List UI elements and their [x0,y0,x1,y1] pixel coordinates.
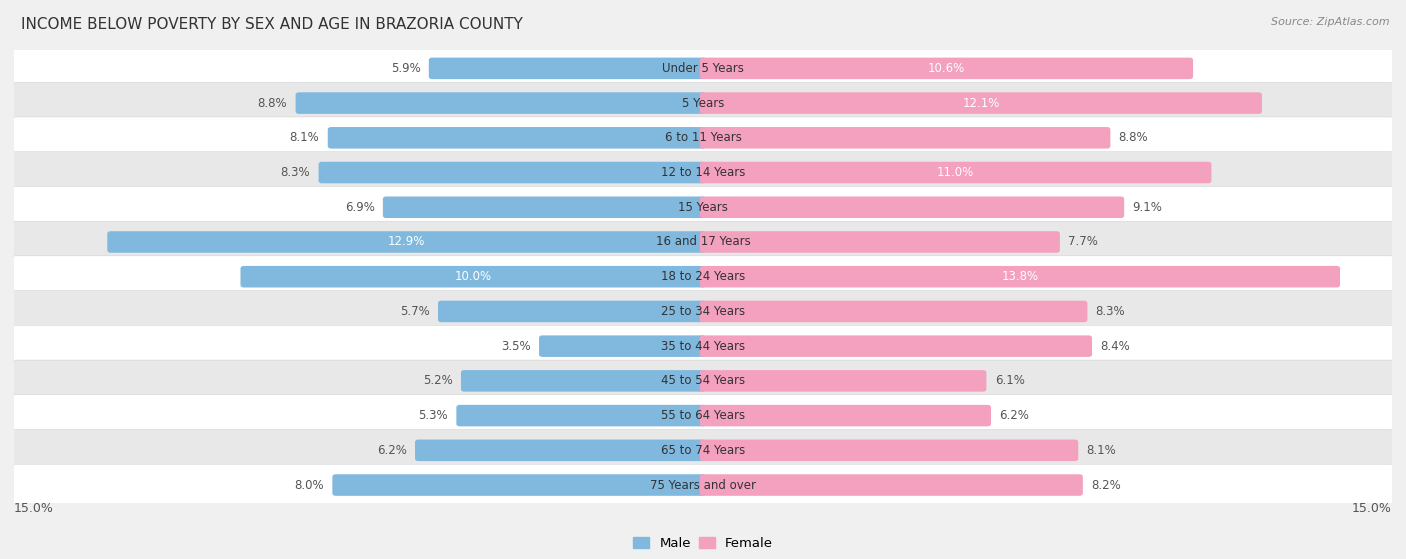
FancyBboxPatch shape [10,186,1396,228]
FancyBboxPatch shape [10,117,1396,159]
Text: 5.7%: 5.7% [399,305,430,318]
Text: 9.1%: 9.1% [1132,201,1163,214]
Text: 6 to 11 Years: 6 to 11 Years [665,131,741,144]
FancyBboxPatch shape [10,256,1396,297]
FancyBboxPatch shape [10,429,1396,471]
FancyBboxPatch shape [107,231,706,253]
Text: 8.3%: 8.3% [281,166,311,179]
FancyBboxPatch shape [295,92,706,114]
Text: 6.1%: 6.1% [994,375,1025,387]
FancyBboxPatch shape [700,335,1092,357]
FancyBboxPatch shape [382,197,706,218]
FancyBboxPatch shape [10,82,1396,124]
FancyBboxPatch shape [700,405,991,427]
FancyBboxPatch shape [319,162,706,183]
Text: 10.0%: 10.0% [454,270,492,283]
FancyBboxPatch shape [700,370,987,392]
Text: 45 to 54 Years: 45 to 54 Years [661,375,745,387]
Text: 6.2%: 6.2% [1000,409,1029,422]
Text: 7.7%: 7.7% [1069,235,1098,249]
FancyBboxPatch shape [415,439,706,461]
FancyBboxPatch shape [439,301,706,322]
Text: 5.9%: 5.9% [391,62,420,75]
FancyBboxPatch shape [700,474,1083,496]
Legend: Male, Female: Male, Female [627,532,779,555]
Text: 5.2%: 5.2% [423,375,453,387]
Text: 5 Years: 5 Years [682,97,724,110]
Text: 15.0%: 15.0% [1353,503,1392,515]
FancyBboxPatch shape [700,197,1125,218]
FancyBboxPatch shape [10,48,1396,89]
Text: 8.1%: 8.1% [290,131,319,144]
FancyBboxPatch shape [240,266,706,287]
Text: 6.2%: 6.2% [377,444,406,457]
FancyBboxPatch shape [10,221,1396,263]
FancyBboxPatch shape [700,231,1060,253]
Text: 5.3%: 5.3% [419,409,449,422]
Text: 25 to 34 Years: 25 to 34 Years [661,305,745,318]
Text: 8.4%: 8.4% [1101,340,1130,353]
Text: 12.1%: 12.1% [962,97,1000,110]
Text: 75 Years and over: 75 Years and over [650,479,756,491]
FancyBboxPatch shape [461,370,706,392]
Text: 10.6%: 10.6% [928,62,965,75]
Text: Source: ZipAtlas.com: Source: ZipAtlas.com [1271,17,1389,27]
Text: 13.8%: 13.8% [1001,270,1039,283]
FancyBboxPatch shape [10,151,1396,193]
Text: 12 to 14 Years: 12 to 14 Years [661,166,745,179]
FancyBboxPatch shape [700,127,1111,149]
Text: 8.2%: 8.2% [1091,479,1121,491]
FancyBboxPatch shape [10,464,1396,506]
FancyBboxPatch shape [700,301,1087,322]
Text: 12.9%: 12.9% [388,235,426,249]
Text: 65 to 74 Years: 65 to 74 Years [661,444,745,457]
Text: 15.0%: 15.0% [14,503,53,515]
FancyBboxPatch shape [10,325,1396,367]
FancyBboxPatch shape [700,439,1078,461]
FancyBboxPatch shape [332,474,706,496]
Text: INCOME BELOW POVERTY BY SEX AND AGE IN BRAZORIA COUNTY: INCOME BELOW POVERTY BY SEX AND AGE IN B… [21,17,523,32]
Text: 8.0%: 8.0% [294,479,323,491]
FancyBboxPatch shape [328,127,706,149]
FancyBboxPatch shape [538,335,706,357]
Text: 8.1%: 8.1% [1087,444,1116,457]
FancyBboxPatch shape [10,395,1396,437]
Text: 8.8%: 8.8% [1119,131,1149,144]
FancyBboxPatch shape [700,58,1194,79]
Text: 8.3%: 8.3% [1095,305,1125,318]
Text: 16 and 17 Years: 16 and 17 Years [655,235,751,249]
Text: 6.9%: 6.9% [344,201,374,214]
Text: 11.0%: 11.0% [936,166,974,179]
FancyBboxPatch shape [10,360,1396,402]
Text: Under 5 Years: Under 5 Years [662,62,744,75]
Text: 8.8%: 8.8% [257,97,287,110]
Text: 3.5%: 3.5% [501,340,531,353]
Text: 15 Years: 15 Years [678,201,728,214]
FancyBboxPatch shape [700,162,1212,183]
FancyBboxPatch shape [700,92,1263,114]
FancyBboxPatch shape [457,405,706,427]
FancyBboxPatch shape [700,266,1340,287]
Text: 55 to 64 Years: 55 to 64 Years [661,409,745,422]
FancyBboxPatch shape [429,58,706,79]
Text: 18 to 24 Years: 18 to 24 Years [661,270,745,283]
FancyBboxPatch shape [10,291,1396,332]
Text: 35 to 44 Years: 35 to 44 Years [661,340,745,353]
